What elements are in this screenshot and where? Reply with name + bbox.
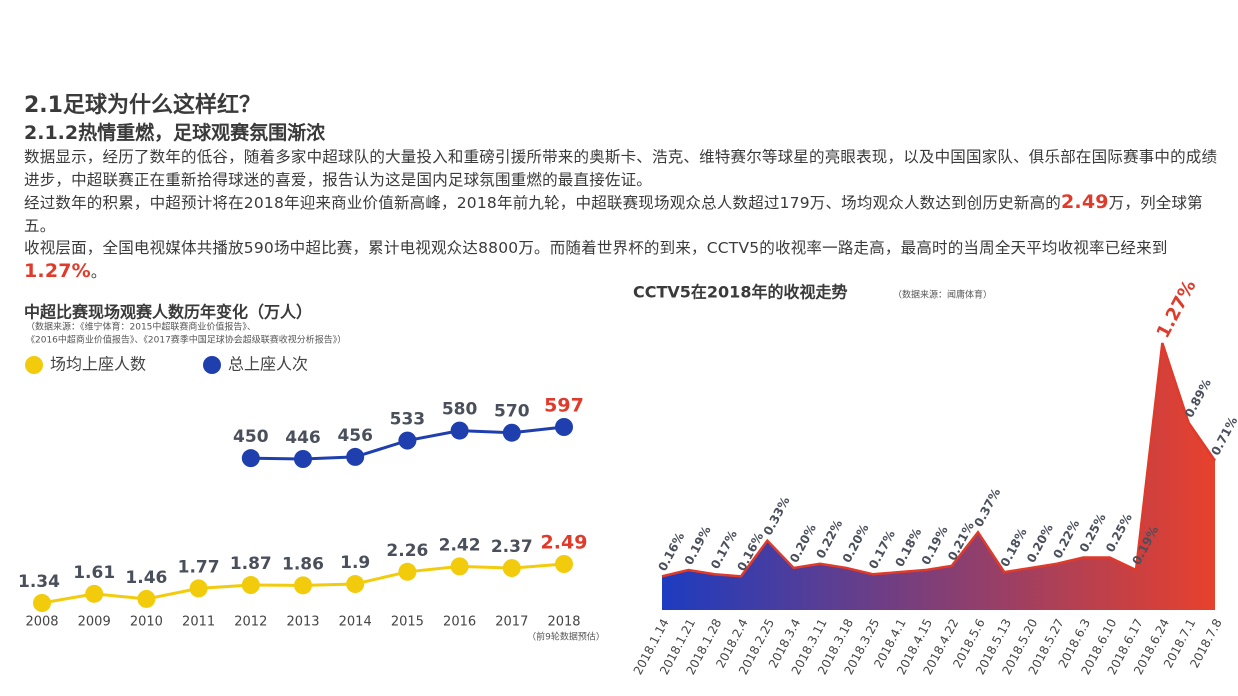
legend-marker (203, 356, 221, 374)
data-label: 1.9 (340, 553, 370, 573)
paragraph: 经过数年的积累，中超预计将在2018年迎来商业价值新高峰，2018年前九轮，中超… (24, 191, 1219, 237)
data-label: 0.20% (1024, 522, 1056, 565)
heading: 2.1足球为什么这样红？ (24, 93, 261, 118)
text: 数据显示，经历了数年的低谷，随着多家中超球队的大量投入和重磅引援所带来的奥斯卡、… (24, 148, 1218, 189)
highlight: 1.27% (24, 259, 91, 282)
data-label: 0.71% (1208, 414, 1238, 457)
x-tick-label: 2017 (495, 615, 528, 630)
data-point (555, 418, 573, 436)
chart-source: （数据来源：闻庸体育） (893, 289, 992, 301)
data-label: 2.49 (541, 532, 588, 554)
data-label: 533 (390, 410, 426, 430)
data-point (294, 576, 312, 595)
data-label: 0.89% (1182, 377, 1214, 420)
x-tick-label: 2015 (391, 615, 424, 630)
paragraph: 收视层面，全国电视媒体共播放590场中超比赛，累计电视观众达8800万。而随着世… (24, 237, 1219, 283)
data-point (294, 450, 312, 468)
data-label: 450 (233, 427, 269, 447)
chart-source: 《2016中超商业价值报告》、《2017赛季中国足球协会超级联赛收视分析报告》） (26, 334, 346, 346)
legend-marker (25, 356, 43, 374)
x-tick-label: 2012 (234, 615, 267, 630)
data-point (241, 449, 260, 468)
data-label: 0.37% (971, 486, 1003, 529)
data-label: 456 (337, 426, 373, 446)
data-point (137, 589, 156, 608)
data-point (398, 562, 417, 581)
chart-source: （数据来源：《维宁体育：2015中超联赛商业价值报告》、 (26, 321, 256, 333)
x-tick-label: 2011 (182, 615, 215, 630)
data-label: 2.26 (386, 541, 428, 561)
data-point (450, 421, 469, 440)
data-label: 1.86 (282, 554, 324, 574)
data-label: 1.46 (125, 568, 167, 588)
data-label: 597 (544, 395, 584, 417)
data-point (555, 555, 573, 573)
data-point (189, 579, 208, 598)
text: 万，列全球第五。 (24, 194, 1203, 235)
data-point (33, 594, 51, 612)
chart-note: （前9轮数据预估） (527, 631, 605, 643)
data-label: 0.33% (761, 494, 793, 537)
x-tick-label: 2008 (25, 615, 58, 630)
chart-title: 中超比赛现场观赛人数历年变化（万人） (24, 303, 312, 322)
data-label: 0.22% (813, 517, 845, 560)
data-point (502, 423, 521, 442)
legend-label: 场均上座人数 (50, 355, 146, 374)
data-label: 2.37 (491, 537, 533, 557)
data-label: 0.22% (1050, 517, 1082, 560)
text-block: 2.1足球为什么这样红？ 2.1.2热情重燃，足球观赛氛围渐浓 数据显示，经历了… (24, 92, 1219, 283)
data-label: 0.20% (840, 522, 872, 565)
data-label: 0.16% (655, 530, 687, 573)
data-label: 580 (442, 400, 478, 420)
area-line (661, 342, 1217, 578)
x-tick-label: 2016 (443, 615, 476, 630)
data-point (450, 557, 469, 576)
chart-title: CCTV5在2018年的收视走势 (633, 283, 847, 302)
data-label: 0.17% (866, 528, 898, 571)
text: 经过数年的积累，中超预计将在2018年迎来商业价值新高峰，2018年前九轮，中超… (24, 194, 1061, 212)
data-label: 1.77 (178, 557, 220, 577)
x-tick-label: 2010 (130, 615, 163, 630)
data-label: 1.87 (230, 554, 272, 574)
paragraph: 数据显示，经历了数年的低谷，随着多家中超球队的大量投入和重磅引援所带来的奥斯卡、… (24, 146, 1219, 191)
data-label: 0.19% (919, 524, 951, 567)
data-point (346, 447, 365, 466)
text: 。 (90, 262, 107, 281)
data-label: 0.18% (998, 526, 1030, 569)
data-label: 0.20% (787, 522, 819, 565)
data-label: 1.27% (1153, 277, 1201, 342)
data-label: 1.61 (73, 563, 115, 583)
x-tick-label: 2013 (286, 615, 319, 630)
data-label: 446 (285, 428, 321, 448)
text: 收视层面，全国电视媒体共播放590场中超比赛，累计电视观众达8800万。而随着世… (24, 239, 1168, 257)
data-label: 0.19% (682, 524, 714, 567)
data-point (502, 559, 521, 578)
legend-label: 总上座人次 (228, 355, 308, 374)
data-label: 570 (494, 402, 530, 422)
x-tick-label: 2014 (339, 615, 372, 630)
data-point (346, 575, 365, 594)
data-label: 1.34 (18, 572, 60, 592)
data-label: 0.18% (892, 526, 924, 569)
data-point (241, 576, 260, 595)
paragraphs: 数据显示，经历了数年的低谷，随着多家中超球队的大量投入和重磅引援所带来的奥斯卡、… (24, 146, 1219, 283)
x-tick-label: 2018 (547, 615, 580, 630)
data-label: 2.42 (439, 535, 481, 555)
subheading: 2.1.2热情重燃，足球观赛氛围渐浓 (24, 122, 326, 144)
data-point (398, 431, 417, 450)
highlight: 2.49 (1060, 191, 1109, 213)
x-tick-label: 2009 (78, 615, 111, 630)
data-point (85, 584, 104, 603)
